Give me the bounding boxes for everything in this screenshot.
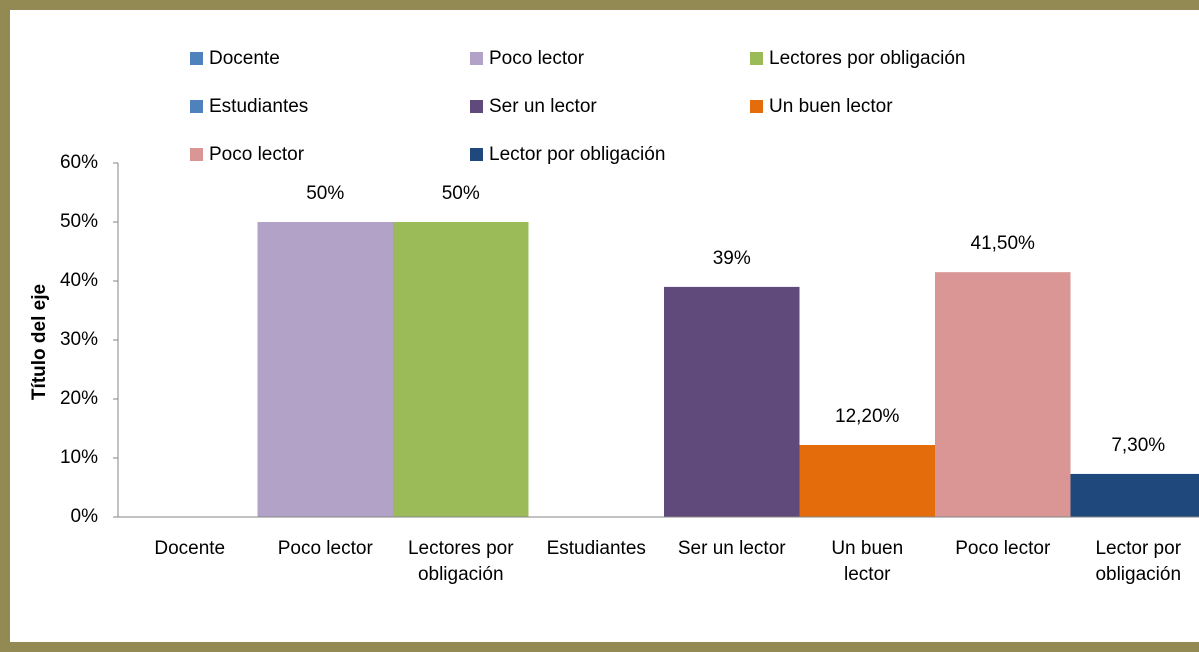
legend-swatch bbox=[190, 148, 203, 161]
x-tick-label: Estudiantes bbox=[546, 538, 646, 559]
legend-label: Estudiantes bbox=[209, 96, 308, 117]
y-tick-label: 30% bbox=[60, 329, 98, 350]
legend-swatch bbox=[750, 100, 763, 113]
x-tick-label: Un buen lector bbox=[831, 538, 904, 585]
y-tick-label: 20% bbox=[60, 388, 98, 409]
value-label: 12,20% bbox=[835, 406, 900, 427]
legend-label: Docente bbox=[209, 48, 280, 69]
x-tick-label: Poco lector bbox=[277, 538, 373, 559]
legend-label: Un buen lector bbox=[769, 96, 893, 117]
y-tick-label: 0% bbox=[71, 506, 99, 527]
legend-swatch bbox=[190, 100, 203, 113]
legend-label: Ser un lector bbox=[489, 96, 597, 117]
bar bbox=[257, 222, 393, 517]
legend-label: Lectores por obligación bbox=[769, 48, 965, 69]
legend-label: Poco lector bbox=[489, 48, 585, 69]
bar bbox=[799, 445, 935, 517]
y-tick-label: 50% bbox=[60, 211, 98, 232]
bar bbox=[393, 222, 529, 517]
y-tick-label: 40% bbox=[60, 270, 98, 291]
x-tick-label: Docente bbox=[154, 538, 226, 559]
legend-swatch bbox=[470, 52, 483, 65]
bar bbox=[664, 286, 800, 517]
legend-swatch bbox=[470, 148, 483, 161]
bar bbox=[935, 272, 1071, 517]
x-tick-label: Lectores por obligación bbox=[407, 538, 514, 585]
y-tick-label: 10% bbox=[60, 447, 98, 468]
legend-swatch bbox=[190, 52, 203, 65]
value-label: 41,50% bbox=[971, 233, 1036, 254]
value-label: 50% bbox=[306, 183, 344, 204]
value-label: 39% bbox=[713, 248, 751, 269]
bar bbox=[1070, 473, 1199, 517]
x-tick-label: Lector por obligación bbox=[1095, 538, 1182, 585]
legend-label: Poco lector bbox=[209, 144, 305, 165]
value-label: 7,30% bbox=[1111, 435, 1165, 456]
y-axis-title: Título del eje bbox=[29, 284, 50, 400]
legend-swatch bbox=[470, 100, 483, 113]
y-tick-label: 60% bbox=[60, 152, 98, 173]
x-tick-label: Poco lector bbox=[955, 538, 1051, 559]
x-tick-label: Ser un lector bbox=[677, 538, 786, 559]
legend-label: Lector por obligación bbox=[489, 144, 665, 165]
legend-swatch bbox=[750, 52, 763, 65]
value-label: 50% bbox=[442, 183, 480, 204]
